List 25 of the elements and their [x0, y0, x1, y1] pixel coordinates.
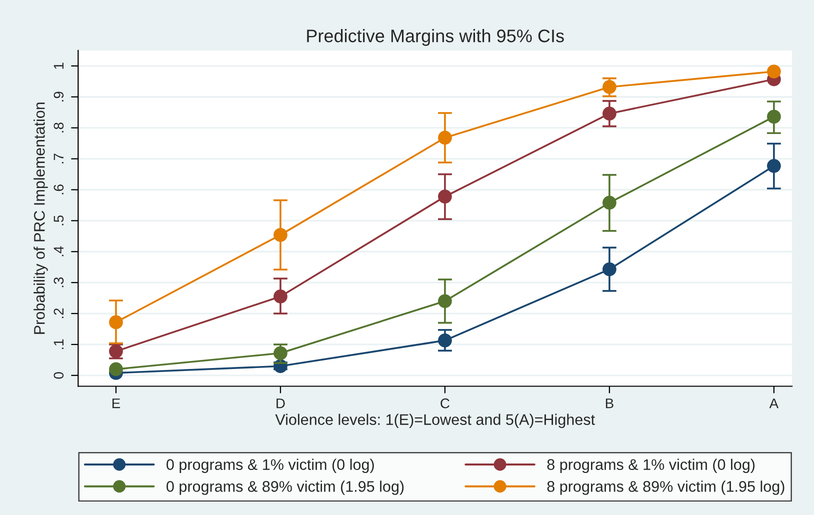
y-tick-label: .6: [54, 184, 64, 194]
x-axis-title: Violence levels: 1(E)=Lowest and 5(A)=Highest: [275, 414, 595, 428]
y-tick-label: 0: [54, 372, 64, 379]
legend-label: 8 programs & 89% victim (1.95 log): [547, 480, 784, 495]
y-axis-title: Probability of PRC Implementation: [34, 102, 48, 334]
y-tick-label: .3: [54, 277, 64, 288]
y-tick-label: .9: [54, 92, 64, 102]
x-tick-label: D: [276, 398, 285, 408]
legend-label: 0 programs & 89% victim (1.95 log): [166, 480, 404, 495]
x-tick-label: B: [606, 398, 614, 408]
y-tick-label: .1: [54, 339, 64, 349]
point: [109, 362, 123, 376]
y-tick-label: .2: [54, 308, 64, 318]
y-tick-label: .4: [54, 246, 64, 256]
legend-label: 8 programs & 1% victim (0 log): [547, 458, 755, 474]
x-tick-label: A: [769, 398, 779, 408]
legend-label: 0 programs & 1% victim (0 log): [166, 458, 374, 474]
x-tick-label: C: [440, 398, 450, 408]
x-tick-label: E: [112, 398, 120, 408]
point: [766, 64, 781, 78]
y-tick-label: .5: [54, 215, 64, 226]
y-tick-label: .7: [54, 154, 64, 164]
y-tick-label: .8: [54, 122, 64, 132]
chart-title: Predictive Margins with 95% CIs: [307, 29, 564, 46]
y-tick-label: 1: [54, 62, 64, 69]
